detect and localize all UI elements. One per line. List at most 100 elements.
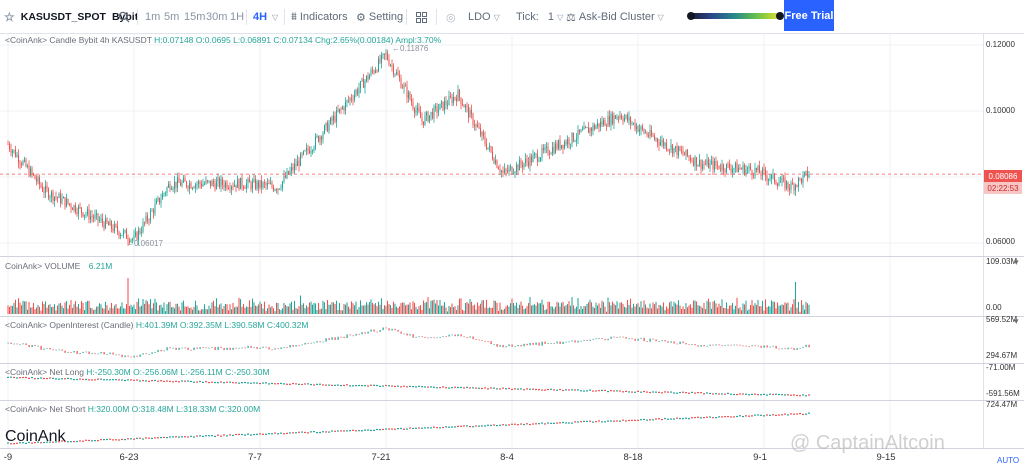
watermark: @ CaptainAltcoin bbox=[790, 432, 945, 454]
net-short-bar bbox=[187, 436, 189, 438]
slider-handle-right[interactable] bbox=[776, 12, 784, 20]
net-short-bar bbox=[85, 439, 87, 441]
panel-divider[interactable] bbox=[0, 363, 1024, 364]
volume-bar bbox=[305, 305, 308, 314]
net-long-bar bbox=[229, 381, 231, 383]
star-icon[interactable]: ☆ bbox=[4, 10, 15, 24]
slider-handle-left[interactable] bbox=[687, 12, 695, 20]
candle-body bbox=[130, 239, 132, 243]
price-chart[interactable] bbox=[0, 34, 983, 256]
net-short-bar bbox=[94, 440, 96, 442]
candle-body bbox=[571, 132, 573, 144]
volume-bar bbox=[134, 309, 137, 314]
indicators-button[interactable]: ⩩ Indicators bbox=[291, 0, 348, 34]
net-short-axis[interactable] bbox=[983, 401, 1024, 448]
volume-bar bbox=[16, 307, 18, 314]
candle-body bbox=[499, 169, 501, 173]
color-gradient-slider[interactable] bbox=[690, 13, 780, 19]
net-short-chart[interactable] bbox=[0, 401, 983, 448]
net-short-bar bbox=[289, 432, 291, 434]
net-long-bar bbox=[205, 381, 207, 383]
candle-body bbox=[269, 182, 272, 184]
oi-candle bbox=[769, 346, 771, 348]
tf-5m[interactable]: 5m bbox=[164, 11, 180, 23]
collapse-arrow-icon[interactable]: ▾ bbox=[1014, 257, 1019, 267]
volume-chart[interactable] bbox=[0, 257, 983, 316]
oi-candle bbox=[394, 328, 396, 331]
price-axis[interactable] bbox=[983, 34, 1024, 256]
net-long-bar bbox=[430, 386, 432, 388]
symbol-selector[interactable]: ☆ KASUSDT_SPOT Bybit bbox=[4, 0, 138, 34]
net-short-bar bbox=[250, 434, 252, 436]
candle-body bbox=[725, 163, 728, 172]
oi-candle bbox=[118, 354, 120, 356]
setting-button[interactable]: ⚙ Setting bbox=[356, 0, 403, 34]
tf-4h[interactable]: 4H bbox=[253, 11, 268, 23]
tick-selector[interactable]: Tick: 1 ▽ bbox=[516, 0, 563, 34]
volume-bar bbox=[266, 308, 269, 314]
volume-bar bbox=[388, 303, 390, 314]
open-interest-chart[interactable] bbox=[0, 317, 983, 363]
volume-bar bbox=[668, 302, 671, 314]
candle-body bbox=[251, 181, 254, 189]
panel-divider[interactable] bbox=[0, 400, 1024, 401]
panel-divider[interactable] bbox=[0, 316, 1024, 317]
net-short-bar bbox=[805, 413, 807, 415]
ldo-selector[interactable]: LDO ▽ bbox=[468, 0, 500, 34]
net-long-bar bbox=[184, 380, 186, 382]
candle-body bbox=[421, 118, 423, 122]
x-axis[interactable]: -9 6-23 7-7 7-21 8-4 8-18 9-1 9-15 bbox=[0, 448, 983, 470]
volume-bar bbox=[355, 301, 357, 314]
volume-bar bbox=[754, 303, 756, 314]
volume-bar bbox=[242, 304, 245, 314]
oi-candle bbox=[418, 336, 420, 338]
tf-30m[interactable]: 30m bbox=[206, 11, 228, 23]
volume-bar bbox=[734, 305, 737, 314]
candle-body bbox=[172, 188, 174, 190]
candle-body bbox=[487, 147, 489, 149]
volume-bar bbox=[47, 304, 50, 314]
oi-candle bbox=[385, 327, 387, 329]
oi-axis[interactable] bbox=[983, 317, 1024, 363]
net-long-bar bbox=[193, 381, 195, 383]
net-long-axis[interactable] bbox=[983, 364, 1024, 400]
candle-body bbox=[620, 115, 623, 119]
volume-axis[interactable] bbox=[983, 257, 1024, 316]
collapse-arrow-icon[interactable]: ▾ bbox=[1014, 316, 1019, 326]
net-long-bar bbox=[298, 383, 300, 385]
candle-body bbox=[262, 182, 264, 188]
oi-candle bbox=[631, 338, 633, 340]
volume-bar bbox=[616, 301, 618, 314]
volume-bar bbox=[46, 307, 48, 314]
tf-1m[interactable]: 1m bbox=[145, 11, 161, 23]
candle-body bbox=[211, 181, 213, 187]
tf-1h[interactable]: 1H bbox=[230, 11, 245, 23]
panel-divider[interactable] bbox=[0, 256, 1024, 257]
candle-body bbox=[671, 144, 674, 154]
search-icon[interactable] bbox=[118, 0, 130, 34]
volume-bar bbox=[358, 306, 360, 314]
candle-body bbox=[509, 166, 512, 169]
candle-body bbox=[451, 97, 453, 103]
free-trial-button[interactable]: Free Trial bbox=[784, 0, 834, 31]
net-long-chart[interactable] bbox=[0, 364, 983, 400]
candle-body bbox=[26, 165, 29, 167]
layout-grid-icon[interactable] bbox=[416, 0, 427, 34]
tf-15m[interactable]: 15m bbox=[184, 11, 206, 23]
volume-bar bbox=[347, 306, 350, 314]
net-long-bar bbox=[262, 382, 264, 384]
net-long-bar bbox=[406, 386, 408, 388]
volume-bar bbox=[262, 308, 264, 314]
xaxis-divider bbox=[0, 448, 1024, 449]
volume-bar bbox=[700, 306, 702, 314]
eye-icon[interactable]: ◎ bbox=[446, 11, 456, 24]
auto-scale-button[interactable]: AUTO bbox=[997, 456, 1020, 465]
net-short-bar bbox=[268, 433, 270, 435]
oi-candle bbox=[271, 349, 273, 351]
last-price-tag: 0.08086 bbox=[984, 170, 1022, 182]
net-short-bar bbox=[139, 437, 141, 439]
cluster-selector[interactable]: ⚖ Ask-Bid Cluster ▽ bbox=[566, 0, 664, 34]
net-short-bar bbox=[685, 417, 687, 419]
volume-bar bbox=[61, 305, 63, 314]
chevron-down-icon[interactable]: ▽ bbox=[272, 12, 279, 22]
